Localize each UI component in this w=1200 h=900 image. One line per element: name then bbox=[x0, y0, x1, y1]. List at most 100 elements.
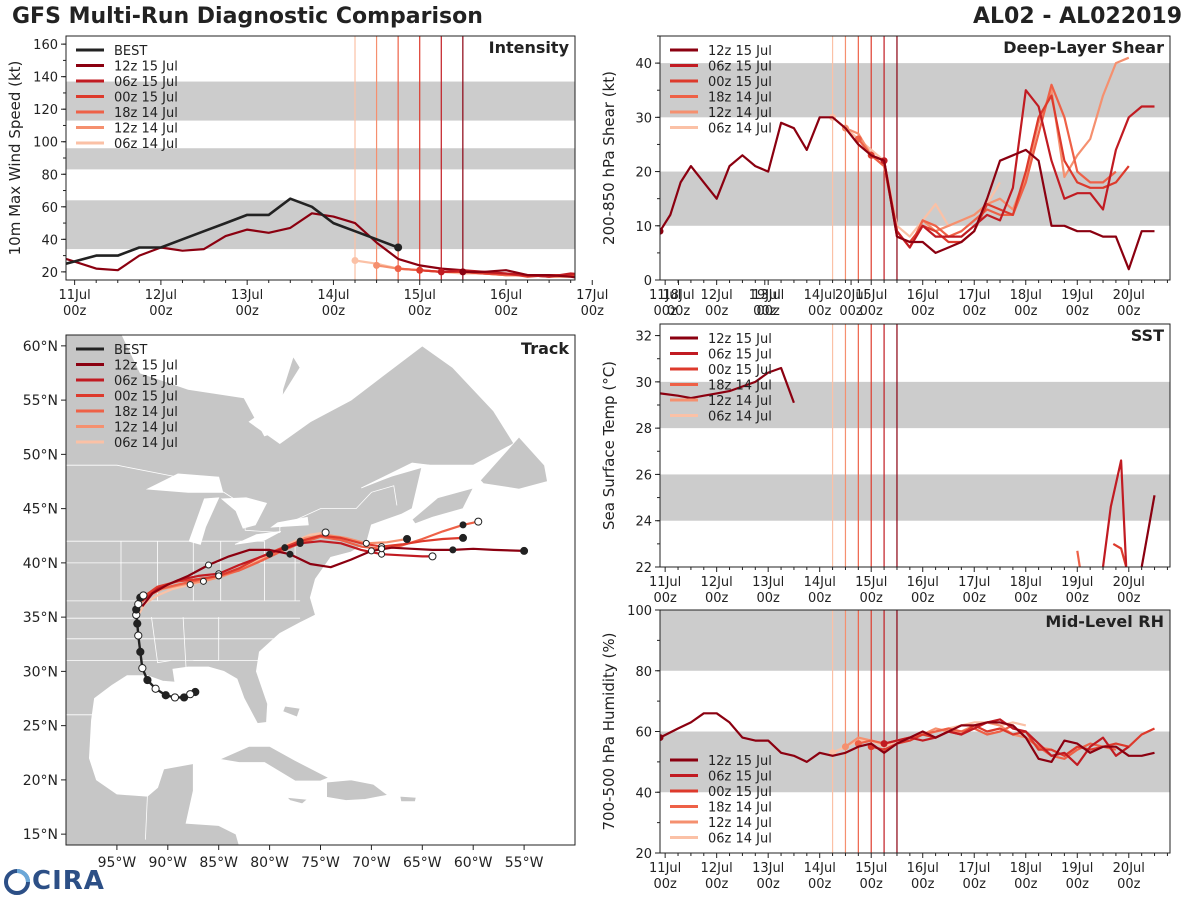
rh-legend-label: 06z 14 Jul bbox=[708, 832, 772, 847]
track-lat-label: 60°N bbox=[23, 339, 58, 355]
sst-x-tick-day: 13Jul bbox=[752, 575, 784, 590]
sst-x-tick-day: 12Jul bbox=[701, 575, 733, 590]
sst-series-line bbox=[1112, 542, 1128, 567]
rh-y-axis-label: 700-500 hPa Humidity (%) bbox=[600, 632, 618, 830]
shear-legend-label: 06z 14 Jul bbox=[708, 122, 772, 137]
track-lon-label: 70°W bbox=[352, 855, 391, 871]
rh-y-tick-label: 80 bbox=[635, 665, 652, 680]
shear-x-tick-hour: 00z bbox=[653, 304, 677, 319]
track-lat-label: 30°N bbox=[23, 664, 58, 680]
intensity-y-tick-label: 80 bbox=[41, 168, 58, 183]
track-end-marker bbox=[321, 528, 330, 537]
track-lat-label: 55°N bbox=[23, 393, 58, 409]
track-panel: 95°W 90°W 85°W 80°W 75°W 70°W 65°W 60°W 55°W 15°N… bbox=[23, 334, 576, 871]
shear-plot-area bbox=[660, 56, 1155, 271]
track-marker bbox=[362, 539, 370, 547]
state-border bbox=[193, 617, 220, 661]
sst-x-tick-hour: 00z bbox=[808, 591, 832, 606]
intensity-best-end-point bbox=[394, 243, 403, 252]
sst-frame bbox=[659, 323, 1171, 568]
track-lat-label: 20°N bbox=[23, 773, 58, 789]
best-track-point bbox=[136, 647, 145, 656]
sst-x-tick-day: 14Jul bbox=[804, 575, 836, 590]
rh-x-tick-hour: 00z bbox=[808, 877, 832, 892]
intensity-x-tick-hour: 00z bbox=[581, 304, 605, 319]
intensity-x-tick-hour: 00z bbox=[63, 304, 87, 319]
shear-y-tick-label: 20 bbox=[635, 166, 652, 181]
shear-y-tick-label: 0 bbox=[644, 274, 652, 289]
intensity-x-tick-hour: 00z bbox=[322, 304, 346, 319]
sst-x-tick-day: 11Jul bbox=[649, 575, 681, 590]
intensity-legend-label: 18z 14 Jul bbox=[114, 106, 178, 121]
intensity-band bbox=[66, 200, 575, 250]
sst-x-tick-day: 18Jul bbox=[1010, 575, 1042, 590]
track-lon-label: 85°W bbox=[199, 855, 238, 871]
cira-logo-text: CIRA bbox=[32, 866, 105, 896]
sst-y-tick-label: 22 bbox=[635, 561, 652, 576]
rh-y-tick-label: 40 bbox=[635, 786, 652, 801]
intensity-legend-label: 06z 15 Jul bbox=[114, 75, 178, 90]
intensity-x-tick-hour: 00z bbox=[235, 304, 259, 319]
intensity-plot-area bbox=[66, 197, 575, 279]
track-lat-label: 15°N bbox=[23, 827, 58, 843]
sst-legend-label: 00z 15 Jul bbox=[708, 363, 772, 378]
bahamas-land bbox=[282, 705, 301, 718]
sst-x-tick-day: 16Jul bbox=[907, 575, 939, 590]
track-marker bbox=[378, 545, 386, 553]
intensity-series-line bbox=[376, 264, 575, 279]
rh-x-tick-hour: 00z bbox=[1014, 877, 1038, 892]
intensity-x-tick-day: 18Jul bbox=[662, 288, 694, 303]
shear-x-tick-day: 17Jul bbox=[958, 288, 990, 303]
shear-x-tick-hour: 00z bbox=[1014, 304, 1038, 319]
sst-y-tick-label: 24 bbox=[635, 515, 652, 530]
track-marker bbox=[367, 547, 375, 555]
rh-x-tick-day: 20Jul bbox=[1113, 861, 1145, 876]
intensity-series-line bbox=[419, 269, 575, 278]
cira-logo: CIRA bbox=[4, 866, 114, 898]
track-end-marker bbox=[520, 546, 529, 555]
intensity-x-tick-day: 12Jul bbox=[145, 288, 177, 303]
rh-series-start-point bbox=[841, 743, 849, 751]
track-legend-label: 12z 14 Jul bbox=[114, 421, 178, 436]
best-track-point bbox=[133, 619, 142, 628]
track-marker bbox=[199, 577, 207, 585]
intensity-x-tick-hour: 00z bbox=[753, 304, 777, 319]
sst-legend-label: 06z 15 Jul bbox=[708, 348, 772, 363]
rh-legend-label: 00z 15 Jul bbox=[708, 785, 772, 800]
intensity-y-tick-label: 60 bbox=[41, 201, 58, 216]
track-lon-label: 55°W bbox=[505, 855, 544, 871]
track-lat-label: 35°N bbox=[23, 610, 58, 626]
shear-x-tick-day: 12Jul bbox=[701, 288, 733, 303]
track-lon-label: 60°W bbox=[454, 855, 493, 871]
sst-series-line bbox=[1076, 550, 1081, 567]
rh-series-start-point bbox=[880, 740, 888, 748]
rh-x-tick-hour: 00z bbox=[756, 877, 780, 892]
state-border bbox=[145, 796, 148, 840]
great-lake bbox=[121, 335, 301, 437]
intensity-x-tick-hour: 00z bbox=[667, 304, 691, 319]
track-lat-label: 40°N bbox=[23, 556, 58, 572]
rh-x-tick-day: 15Jul bbox=[855, 861, 887, 876]
rh-x-tick-day: 11Jul bbox=[649, 861, 681, 876]
shear-x-tick-day: 16Jul bbox=[907, 288, 939, 303]
rh-x-tick-day: 19Jul bbox=[1061, 861, 1093, 876]
intensity-x-tick-day: 19Jul bbox=[749, 288, 781, 303]
intensity-x-tick-hour: 00z bbox=[149, 304, 173, 319]
cuba-land bbox=[218, 745, 330, 782]
best-track-point bbox=[170, 693, 180, 702]
shear-x-tick-hour: 00z bbox=[705, 304, 729, 319]
shear-x-tick-day: 11Jul bbox=[649, 288, 681, 303]
intensity-x-tick-hour: 00z bbox=[839, 304, 863, 319]
track-legend-label: 06z 14 Jul bbox=[114, 436, 178, 451]
rh-x-tick-day: 18Jul bbox=[1010, 861, 1042, 876]
rh-y-tick-label: 100 bbox=[627, 604, 652, 619]
shear-legend-label: 12z 15 Jul bbox=[708, 44, 772, 59]
track-marker bbox=[296, 539, 304, 547]
shear-x-tick-day: 19Jul bbox=[1061, 288, 1093, 303]
cira-swirl-icon bbox=[4, 869, 30, 895]
shear-band bbox=[660, 171, 1170, 226]
track-legend-label: 18z 14 Jul bbox=[114, 405, 178, 420]
sst-x-tick-hour: 00z bbox=[705, 591, 729, 606]
best-track-point bbox=[186, 690, 195, 699]
intensity-y-tick-label: 160 bbox=[33, 38, 58, 53]
